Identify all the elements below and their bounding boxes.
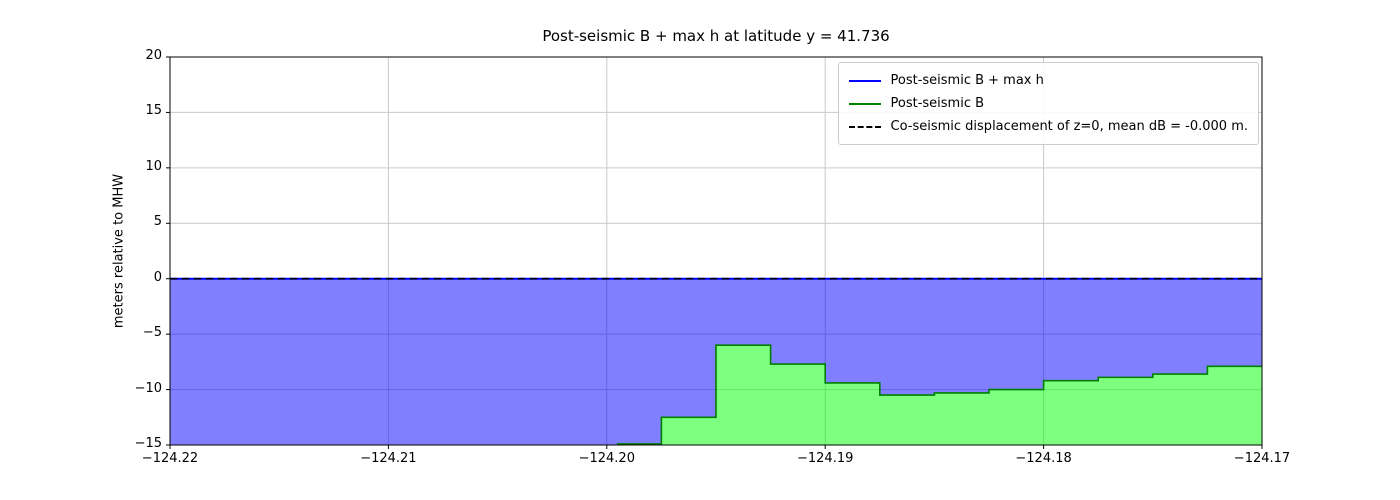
legend-label: Post-seismic B + max h — [890, 73, 1044, 88]
x-tick-label: −124.21 — [360, 451, 417, 466]
chart-title: Post-seismic B + max h at latitude y = 4… — [542, 27, 890, 45]
legend: Post-seismic B + max h Post-seismic B Co… — [837, 62, 1259, 145]
tick-marks — [166, 56, 1263, 449]
x-tick-label: −124.18 — [1015, 451, 1072, 466]
y-tick-label: 10 — [145, 158, 162, 174]
green-area-post-seismic-b — [617, 345, 1262, 445]
y-tick-label: 5 — [153, 214, 162, 230]
blue-line-sample — [848, 79, 881, 82]
y-tick-label: −5 — [142, 325, 162, 341]
x-tick-label: −124.19 — [796, 451, 854, 466]
y-axis-label: meters relative to MHW — [111, 173, 127, 329]
y-tick-label: 20 — [145, 48, 162, 63]
green-line-sample — [848, 102, 881, 105]
black-dashed-line-sample — [848, 125, 881, 128]
plot-area — [170, 57, 1262, 445]
axes-box — [169, 56, 1263, 446]
legend-entry-post-seismic-b: Post-seismic B — [848, 92, 1249, 115]
legend-entry-co-seismic-displacement: Co-seismic displacement of z=0, mean dB … — [848, 115, 1249, 138]
legend-label: Co-seismic displacement of z=0, mean dB … — [890, 119, 1249, 134]
x-tick-label: −124.22 — [141, 451, 199, 466]
x-tick-label: −124.20 — [578, 451, 635, 466]
y-tick-label: −10 — [134, 380, 162, 396]
y-tick-label: 15 — [145, 103, 162, 119]
legend-label: Post-seismic B — [890, 96, 985, 111]
legend-entry-post-seismic-b-max-h: Post-seismic B + max h — [848, 69, 1249, 92]
green-step-line — [616, 344, 1262, 445]
y-tick-label: 0 — [153, 269, 162, 285]
x-tick-label: −124.17 — [1233, 451, 1291, 466]
y-tick-label: −15 — [134, 436, 162, 451]
